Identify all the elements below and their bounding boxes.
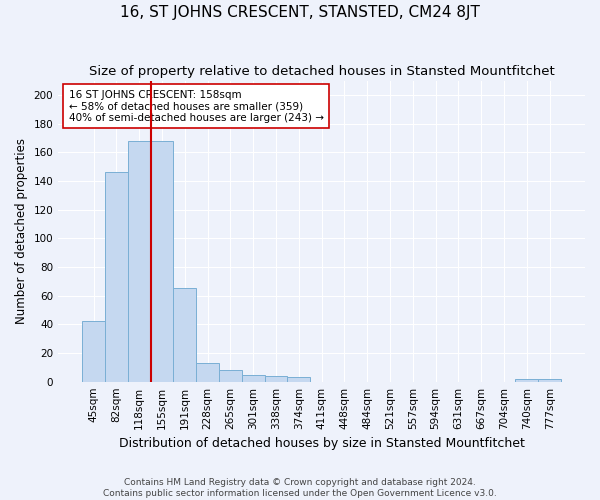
Bar xyxy=(287,378,310,382)
X-axis label: Distribution of detached houses by size in Stansted Mountfitchet: Distribution of detached houses by size … xyxy=(119,437,524,450)
Bar xyxy=(538,379,561,382)
Bar xyxy=(128,141,151,382)
Bar xyxy=(196,363,219,382)
Bar xyxy=(82,322,105,382)
Bar xyxy=(173,288,196,382)
Bar xyxy=(242,374,265,382)
Title: Size of property relative to detached houses in Stansted Mountfitchet: Size of property relative to detached ho… xyxy=(89,65,554,78)
Text: 16, ST JOHNS CRESCENT, STANSTED, CM24 8JT: 16, ST JOHNS CRESCENT, STANSTED, CM24 8J… xyxy=(120,5,480,20)
Bar xyxy=(515,379,538,382)
Bar xyxy=(105,172,128,382)
Text: 16 ST JOHNS CRESCENT: 158sqm
← 58% of detached houses are smaller (359)
40% of s: 16 ST JOHNS CRESCENT: 158sqm ← 58% of de… xyxy=(69,90,324,123)
Bar xyxy=(219,370,242,382)
Text: Contains HM Land Registry data © Crown copyright and database right 2024.
Contai: Contains HM Land Registry data © Crown c… xyxy=(103,478,497,498)
Y-axis label: Number of detached properties: Number of detached properties xyxy=(15,138,28,324)
Bar xyxy=(265,376,287,382)
Bar xyxy=(151,141,173,382)
